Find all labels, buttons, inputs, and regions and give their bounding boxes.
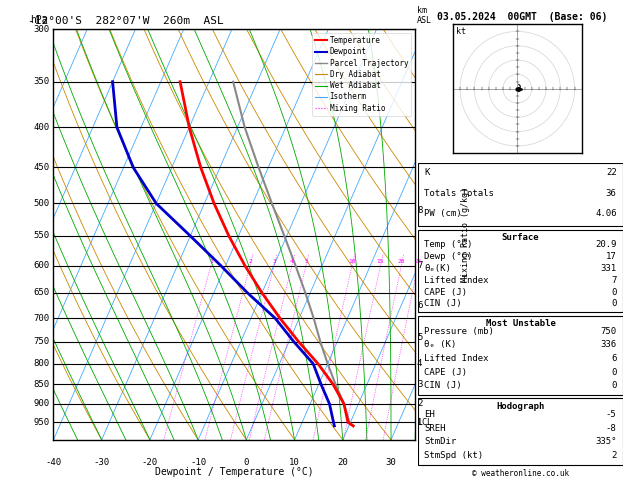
Text: 2: 2 xyxy=(417,399,422,408)
Text: 20.9: 20.9 xyxy=(595,240,616,249)
Text: 300: 300 xyxy=(34,25,50,34)
Text: 1: 1 xyxy=(417,418,422,427)
Text: CAPE (J): CAPE (J) xyxy=(425,288,467,296)
Text: StmDir: StmDir xyxy=(425,437,457,447)
Text: 1: 1 xyxy=(209,259,213,263)
Text: 335°: 335° xyxy=(595,437,616,447)
Text: 4: 4 xyxy=(290,259,294,263)
Text: 5: 5 xyxy=(304,259,308,263)
Text: Dewpoint / Temperature (°C): Dewpoint / Temperature (°C) xyxy=(155,467,314,477)
Text: 900: 900 xyxy=(34,399,50,408)
Text: -5: -5 xyxy=(606,410,616,419)
Text: 0: 0 xyxy=(611,299,616,309)
Text: -10: -10 xyxy=(190,458,206,468)
Text: 25: 25 xyxy=(414,259,421,263)
Text: Mixing Ratio (g/kg): Mixing Ratio (g/kg) xyxy=(461,187,470,282)
Text: 2: 2 xyxy=(611,451,616,460)
Text: -40: -40 xyxy=(45,458,62,468)
Text: 17: 17 xyxy=(606,252,616,261)
Text: 0: 0 xyxy=(611,368,616,377)
Text: 400: 400 xyxy=(34,123,50,132)
Text: 6: 6 xyxy=(417,301,422,310)
Bar xyxy=(418,399,623,465)
Text: CIN (J): CIN (J) xyxy=(425,299,462,309)
Text: 850: 850 xyxy=(34,380,50,389)
Text: 5: 5 xyxy=(417,332,422,342)
Text: EH: EH xyxy=(425,410,435,419)
Text: 950: 950 xyxy=(34,418,50,427)
Text: Totals Totals: Totals Totals xyxy=(425,189,494,198)
Text: 0: 0 xyxy=(611,382,616,390)
Text: 6: 6 xyxy=(611,354,616,363)
Bar xyxy=(418,163,623,226)
Text: 22: 22 xyxy=(606,169,616,177)
Text: Pressure (mb): Pressure (mb) xyxy=(425,327,494,336)
Text: hPa: hPa xyxy=(30,15,48,25)
Text: Lifted Index: Lifted Index xyxy=(425,354,489,363)
Text: 750: 750 xyxy=(34,337,50,346)
Text: -8: -8 xyxy=(606,424,616,433)
Text: 30: 30 xyxy=(386,458,396,468)
Text: 03.05.2024  00GMT  (Base: 06): 03.05.2024 00GMT (Base: 06) xyxy=(437,12,607,22)
Text: 20: 20 xyxy=(398,259,405,263)
Text: 3: 3 xyxy=(272,259,276,263)
Text: θₑ(K): θₑ(K) xyxy=(425,264,451,273)
Text: 550: 550 xyxy=(34,231,50,241)
Text: Hodograph: Hodograph xyxy=(496,402,545,411)
Text: 20: 20 xyxy=(337,458,348,468)
Text: 500: 500 xyxy=(34,199,50,208)
Text: K: K xyxy=(425,169,430,177)
Text: 0: 0 xyxy=(611,288,616,296)
Text: 2: 2 xyxy=(248,259,252,263)
Text: -20: -20 xyxy=(142,458,158,468)
Text: CAPE (J): CAPE (J) xyxy=(425,368,467,377)
Bar xyxy=(418,230,623,312)
Text: 336: 336 xyxy=(601,341,616,349)
Text: 350: 350 xyxy=(34,77,50,86)
Text: θₑ (K): θₑ (K) xyxy=(425,341,457,349)
Text: CIN (J): CIN (J) xyxy=(425,382,462,390)
Text: 10: 10 xyxy=(348,259,356,263)
Text: SREH: SREH xyxy=(425,424,446,433)
Text: kt: kt xyxy=(456,27,466,36)
Text: 15: 15 xyxy=(377,259,384,263)
Text: 10: 10 xyxy=(289,458,300,468)
Text: PW (cm): PW (cm) xyxy=(425,209,462,218)
Text: 7: 7 xyxy=(611,276,616,285)
Text: Dewp (°C): Dewp (°C) xyxy=(425,252,473,261)
Text: LCL: LCL xyxy=(417,418,432,427)
Text: 8: 8 xyxy=(417,206,422,215)
Text: 7: 7 xyxy=(417,261,422,270)
Text: -30: -30 xyxy=(94,458,109,468)
Text: 36: 36 xyxy=(606,189,616,198)
Text: 3: 3 xyxy=(417,380,422,389)
Text: 331: 331 xyxy=(601,264,616,273)
Text: 800: 800 xyxy=(34,359,50,368)
Text: 750: 750 xyxy=(601,327,616,336)
Text: 4.06: 4.06 xyxy=(595,209,616,218)
Text: 0: 0 xyxy=(243,458,249,468)
Text: Lifted Index: Lifted Index xyxy=(425,276,489,285)
Text: 650: 650 xyxy=(34,288,50,297)
Bar xyxy=(418,315,623,395)
Text: Most Unstable: Most Unstable xyxy=(486,319,555,329)
Text: 700: 700 xyxy=(34,313,50,323)
Text: Temp (°C): Temp (°C) xyxy=(425,240,473,249)
Text: km
ASL: km ASL xyxy=(417,6,432,25)
Text: 4: 4 xyxy=(417,359,422,368)
Text: -12°00'S  282°07'W  260m  ASL: -12°00'S 282°07'W 260m ASL xyxy=(28,16,224,26)
Text: Surface: Surface xyxy=(502,233,539,243)
Text: 600: 600 xyxy=(34,261,50,270)
Legend: Temperature, Dewpoint, Parcel Trajectory, Dry Adiabat, Wet Adiabat, Isotherm, Mi: Temperature, Dewpoint, Parcel Trajectory… xyxy=(312,33,411,116)
Text: StmSpd (kt): StmSpd (kt) xyxy=(425,451,484,460)
Text: © weatheronline.co.uk: © weatheronline.co.uk xyxy=(472,469,569,478)
Text: 450: 450 xyxy=(34,163,50,172)
